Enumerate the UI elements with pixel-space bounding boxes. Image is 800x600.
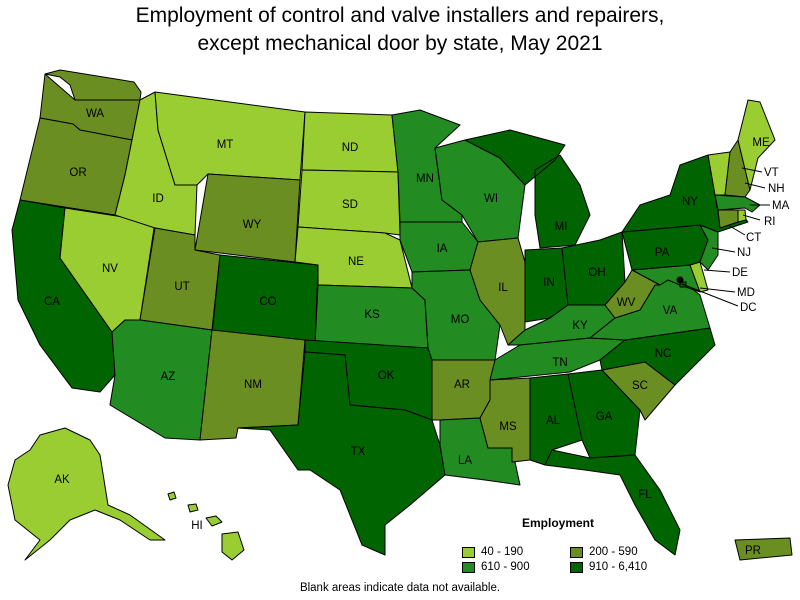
label-NY: NY [682,196,698,208]
dc-marker [676,276,684,284]
label-VA: VA [663,305,678,317]
state-WY[interactable] [194,173,301,263]
label-KY: KY [572,320,588,332]
label-NE: NE [348,256,364,268]
label-VT: VT [764,167,779,179]
label-MS: MS [499,421,517,433]
legend-swatch-3 [462,561,475,573]
label-MI: MI [555,221,568,233]
legend-item-2: 200 - 590 [570,546,638,558]
label-MN: MN [416,173,434,185]
label-IA: IA [437,243,448,255]
label-NV: NV [102,263,118,275]
label-ND: ND [342,142,359,154]
leader-lines [681,167,770,307]
label-WI: WI [484,193,498,205]
footnote: Blank areas indicate data not available. [299,582,501,594]
label-IL: IL [498,282,508,294]
legend-item-3: 610 - 900 [462,561,530,573]
label-MT: MT [217,139,234,151]
label-MA: MA [772,200,790,212]
legend-label-2: 200 - 590 [589,546,638,558]
label-LA: LA [458,455,472,467]
label-OH: OH [588,267,605,279]
state-PR[interactable] [734,537,793,561]
state-WV[interactable] [604,269,661,319]
state-ME[interactable] [737,99,776,191]
label-NM: NM [244,379,262,391]
label-ME: ME [752,137,770,149]
state-HI[interactable] [167,491,245,561]
map-title: Employment of control and valve installe… [0,2,800,58]
label-TN: TN [552,357,567,369]
label-PA: PA [655,247,670,259]
state-labels: WA OR CA ID NV MT WY UT AZ CO NM ND SD N… [44,108,790,557]
state-RI[interactable] [737,209,747,223]
state-MI[interactable] [464,129,591,249]
label-SD: SD [342,199,358,211]
state-AK[interactable] [7,427,166,561]
label-UT: UT [174,281,189,293]
label-GA: GA [596,411,613,423]
legend-title: Employment [522,516,595,530]
label-ID: ID [152,193,164,205]
label-MO: MO [451,314,470,326]
label-OK: OK [378,370,395,382]
label-IN: IN [543,277,555,289]
label-SC: SC [632,380,648,392]
label-RI: RI [764,216,776,228]
label-NJ: NJ [737,247,751,259]
label-AK: AK [54,474,70,486]
title-line-2: except mechanical door by state, May 202… [197,32,603,55]
label-HI: HI [191,520,203,532]
legend-swatch-1 [462,546,475,558]
label-OR: OR [69,167,86,179]
label-CA: CA [44,296,60,308]
legend-item-1: 40 - 190 [462,546,523,558]
label-MD: MD [737,287,755,299]
label-PR: PR [745,545,761,557]
legend-swatch-4 [570,561,583,573]
legend-swatch-2 [570,546,583,558]
legend-label-1: 40 - 190 [481,546,524,558]
label-TX: TX [351,446,366,458]
label-DE: DE [732,267,748,279]
legend-label-3: 610 - 900 [481,561,530,573]
state-MA[interactable] [714,194,761,213]
label-CT: CT [746,232,761,244]
label-NH: NH [768,183,785,195]
label-WY: WY [243,219,262,231]
label-CO: CO [259,296,276,308]
legend-label-4: 910 - 6,410 [589,561,648,573]
legend-item-4: 910 - 6,410 [570,561,647,573]
label-NC: NC [655,348,672,360]
label-DC: DC [740,302,757,314]
state-SD[interactable] [297,169,401,236]
state-NH[interactable] [724,139,751,198]
state-TX[interactable] [237,351,446,556]
label-AZ: AZ [161,371,176,383]
state-FL[interactable] [544,449,681,556]
label-KS: KS [364,309,380,321]
label-WA: WA [86,108,104,120]
label-WV: WV [617,297,636,309]
label-AL: AL [546,415,561,427]
title-line-1: Employment of control and valve installe… [135,4,665,27]
label-FL: FL [638,489,652,501]
label-AR: AR [454,379,470,391]
